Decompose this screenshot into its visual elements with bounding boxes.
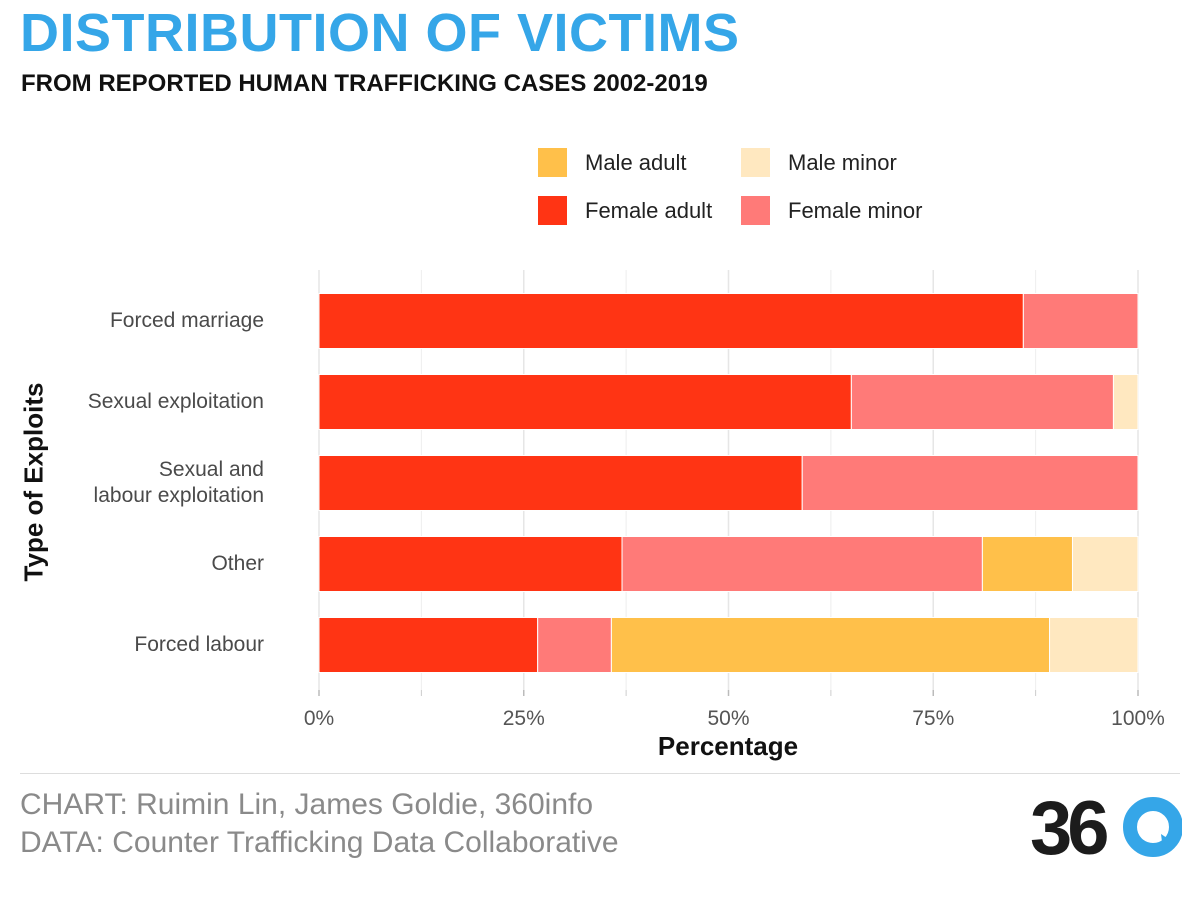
x-tick-label-75: 75% <box>912 707 954 730</box>
bar-forced-labour-female-adult <box>318 617 539 673</box>
x-tick-label-0: 0% <box>304 707 334 730</box>
logo-arrow-icon <box>1161 834 1176 850</box>
legend-swatch-female-minor <box>741 196 770 225</box>
bar-forced-labour-male-minor <box>1049 617 1139 673</box>
legend-swatch-male-minor <box>741 148 770 177</box>
bar-other-male-adult <box>981 536 1073 592</box>
x-tick-label-100: 100% <box>1111 707 1165 730</box>
legend: Male adult Male minor Female adult Femal… <box>538 148 978 230</box>
legend-label-female-adult: Female adult <box>585 197 713 223</box>
category-label-forced-marriage: Forced marriage <box>109 309 264 332</box>
footer-divider <box>20 773 1180 774</box>
bar-sexual-and-labour-exploitation-female-adult <box>318 455 803 511</box>
bar-other-female-minor <box>621 536 983 592</box>
legend-label-female-minor: Female minor <box>788 197 923 223</box>
x-axis-title: Percentage <box>657 731 799 761</box>
bar-other-male-minor <box>1071 536 1139 592</box>
bar-sexual-and-labour-exploitation-female-minor <box>801 455 1139 511</box>
legend-item-female-minor: Female minor <box>741 196 922 225</box>
bar-chart-plot: 0% 25% 50% 75% 100% <box>304 270 1165 730</box>
category-label-sexual-exploitation: Sexual exploitation <box>87 390 264 413</box>
bar-sexual-exploitation-male-minor <box>1112 374 1139 430</box>
bar-forced-marriage-female-minor <box>1022 293 1139 349</box>
legend-label-male-adult: Male adult <box>585 149 687 175</box>
chart-title: DISTRIBUTION OF VICTIMS <box>20 3 740 63</box>
category-label-other: Other <box>211 552 264 575</box>
bar-forced-marriage-female-adult <box>318 293 1024 349</box>
legend-item-male-minor: Male minor <box>741 148 897 177</box>
bar-forced-labour-male-adult <box>610 617 1051 673</box>
data-credit: DATA: Counter Trafficking Data Collabora… <box>20 826 619 859</box>
legend-swatch-female-adult <box>538 196 567 225</box>
bar-sexual-exploitation-female-adult <box>318 374 852 430</box>
chart-credit: CHART: Ruimin Lin, James Goldie, 360info <box>20 788 594 821</box>
legend-label-male-minor: Male minor <box>788 149 897 175</box>
x-tick-label-25: 25% <box>503 707 545 730</box>
chart-subtitle: FROM REPORTED HUMAN TRAFFICKING CASES 20… <box>21 70 708 97</box>
logo-text-36: 36 <box>1030 790 1107 862</box>
category-label-sexual-and-labour-exploitation: Sexual and labour exploitation <box>93 458 264 507</box>
legend-item-male-adult: Male adult <box>538 148 687 177</box>
360info-logo: 36 <box>1030 790 1182 862</box>
category-label-forced-labour: Forced labour <box>134 633 264 656</box>
legend-item-female-adult: Female adult <box>538 196 712 225</box>
bar-forced-labour-female-minor <box>537 617 612 673</box>
logo-ring <box>1123 797 1182 857</box>
legend-swatch-male-adult <box>538 148 567 177</box>
bar-sexual-exploitation-female-minor <box>850 374 1114 430</box>
x-tick-label-50: 50% <box>707 707 749 730</box>
bar-other-female-adult <box>318 536 623 592</box>
